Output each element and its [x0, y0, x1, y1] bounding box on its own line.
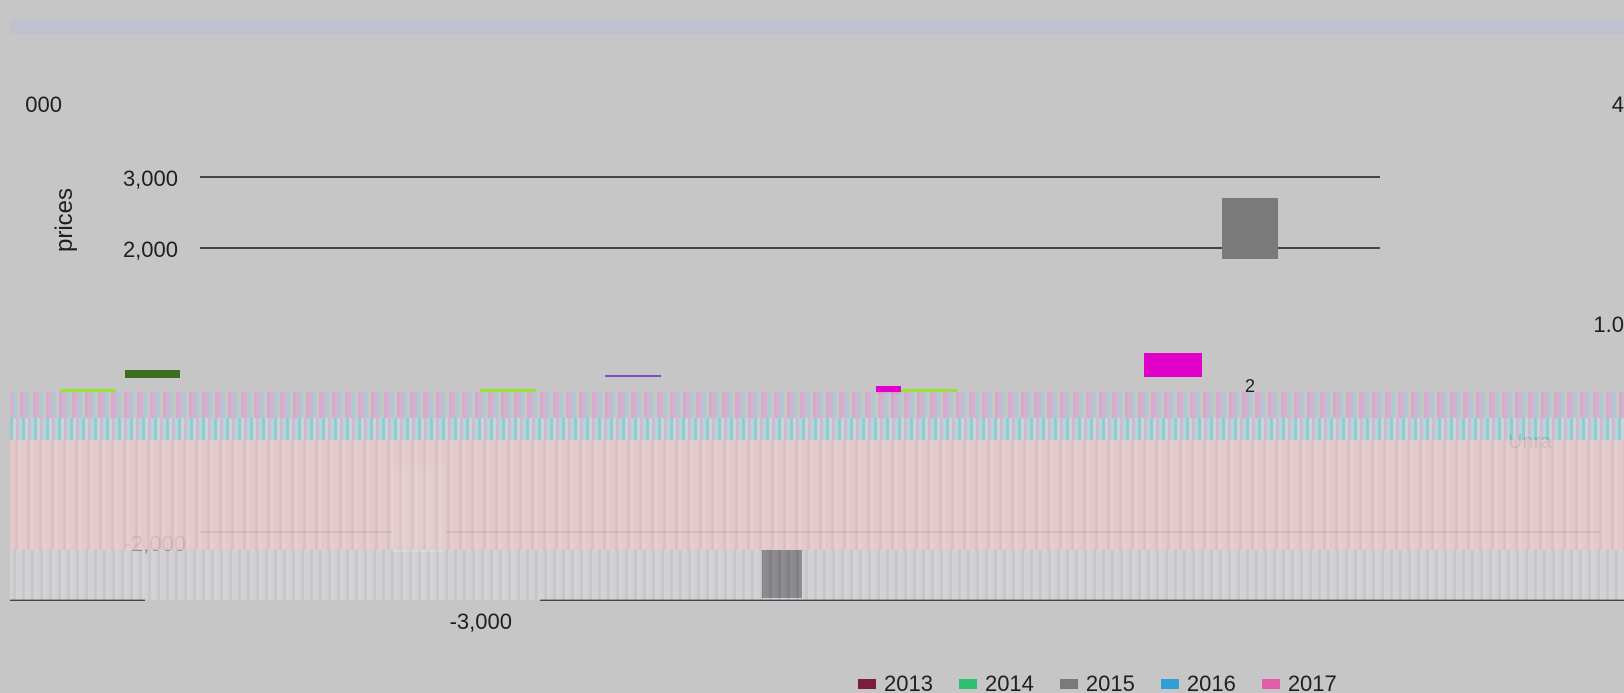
bar-magenta-small — [876, 386, 901, 394]
y-tick-labels: 3,000 2,000 000 -2,000 -3,000 — [25, 92, 512, 634]
bar-magenta — [1144, 353, 1202, 377]
y-tick-label-3: -2,000 — [124, 531, 186, 556]
legend-label-2016: 2016 — [1186, 671, 1236, 693]
legend-item-2015: 2015 — [1059, 671, 1135, 693]
y-tick-label-1: 2,000 — [123, 237, 178, 262]
legend-swatch-2016 — [1160, 679, 1179, 689]
legend-item-2017: 2017 — [1261, 671, 1337, 693]
header-noise-strip — [10, 20, 1624, 34]
legend-label-2013: 2013 — [884, 671, 933, 693]
legend-item-2013: 2013 — [858, 671, 933, 693]
bar-lime-2 — [480, 389, 536, 394]
y-tick-label-2: 000 — [25, 92, 62, 117]
chart-legend: 2013 2014 2015 2016 2017 — [858, 671, 1337, 693]
bars-group: 2 — [60, 198, 1278, 598]
right-tick-labels: 41.0 — [1593, 92, 1624, 337]
legend-swatch-2017 — [1261, 679, 1280, 689]
bar-grey-2800 — [1222, 198, 1278, 259]
legend-label-2015: 2015 — [1085, 671, 1135, 693]
bar-green-neg — [392, 465, 446, 552]
bar-grey-2800-label: 2 — [1245, 376, 1255, 396]
y-axis-label: prices — [51, 188, 78, 252]
legend-swatch-2015 — [1059, 679, 1078, 689]
y-tick-label-0: 3,000 — [123, 166, 178, 191]
legend-label-2017: 2017 — [1287, 671, 1337, 693]
chart-header-band — [10, 20, 1624, 34]
bar-lime-3 — [901, 389, 957, 394]
legend-swatch-2013 — [858, 679, 876, 689]
legend-item-2016: 2016 — [1160, 671, 1236, 693]
bar-black-neg — [762, 550, 802, 598]
legend-swatch-2014 — [958, 679, 977, 689]
bar-purple — [605, 375, 661, 377]
legend-item-2014: 2014 — [958, 671, 1034, 693]
bar-lime-1 — [60, 389, 116, 394]
right-tick-label-1: 1.0 — [1593, 312, 1624, 337]
y-tick-label-4: -3,000 — [450, 609, 512, 634]
right-tick-label-0: 4 — [1612, 92, 1624, 117]
annotation-text: Unra — [1508, 431, 1552, 453]
gridlines — [10, 176, 1624, 601]
bar-darkgreen — [125, 370, 180, 378]
legend-label-2014: 2014 — [984, 671, 1034, 693]
